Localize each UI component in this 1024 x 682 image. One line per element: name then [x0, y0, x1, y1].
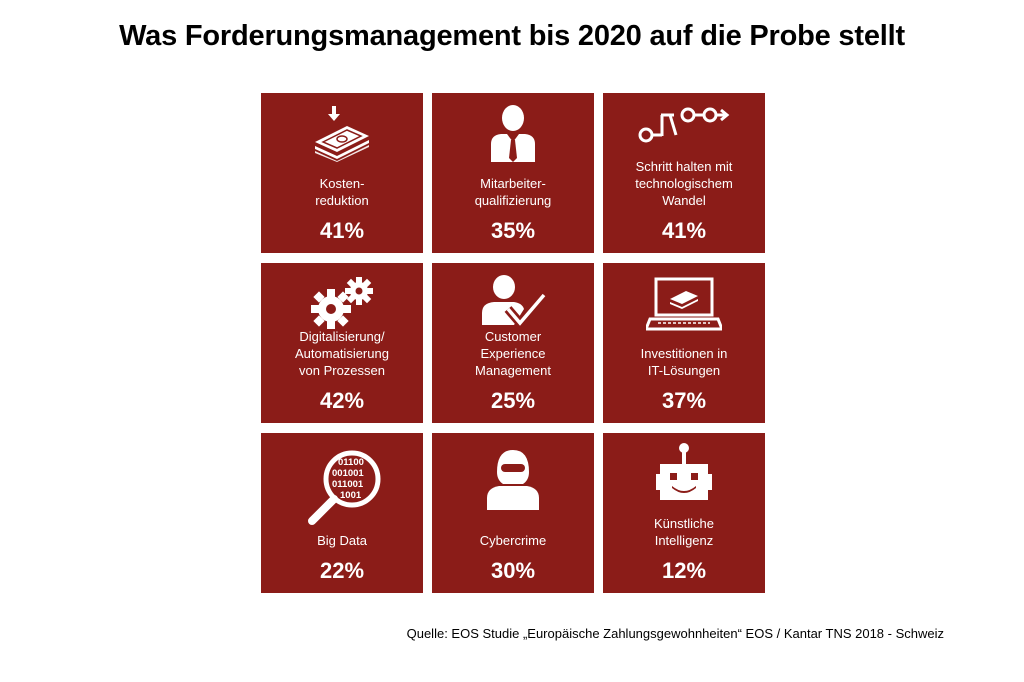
tile-mitarbeiterqualifizierung: Mitarbeiter- qualifizierung 35% [432, 93, 594, 253]
tile-customer-experience: Customer Experience Management 25% [432, 263, 594, 423]
page-title: Was Forderungsmanagement bis 2020 auf di… [119, 20, 905, 52]
tile-label: Investitionen in IT-Lösungen [640, 346, 728, 378]
tile-percentage: 22% [319, 558, 365, 583]
tile-label: Mitarbeiter- qualifizierung [474, 176, 552, 208]
customer-check-icon [432, 263, 594, 343]
tile-big-data: 01100 001001 011001 1001 Big Data 22% [261, 433, 423, 593]
tile-label: Cybercrime [479, 533, 547, 548]
tile-label: Customer Experience Management [475, 329, 551, 378]
hooded-hacker-icon [432, 433, 594, 523]
tile-percentage: 30% [490, 558, 536, 583]
tile-grid: Kosten- reduktion 41% Mitarbeiter- quali… [261, 93, 765, 593]
tile-percentage: 37% [661, 388, 707, 413]
tile-percentage: 25% [490, 388, 536, 413]
magnifier-binary-icon: 01100 001001 011001 1001 [261, 433, 423, 533]
money-stack-icon [261, 93, 423, 173]
tile-label: Künstliche Intelligenz [654, 516, 714, 548]
tile-percentage: 12% [661, 558, 707, 583]
binary-line-2: 001001 [332, 468, 364, 479]
tile-percentage: 35% [490, 218, 536, 243]
employee-icon [432, 93, 594, 173]
binary-line-3: 011001 [332, 479, 364, 490]
tile-it-investitionen: Investitionen in IT-Lösungen 37% [603, 263, 765, 423]
tile-digitalisierung: Digitalisierung/ Automatisierung von Pro… [261, 263, 423, 423]
laptop-money-icon [603, 263, 765, 343]
tile-label: Schritt halten mit technologischem Wande… [635, 159, 733, 208]
tile-percentage: 41% [661, 218, 707, 243]
tile-percentage: 42% [319, 388, 365, 413]
circuit-arrow-icon [603, 93, 765, 153]
binary-line-4: 1001 [340, 490, 362, 501]
tile-kostenreduktion: Kosten- reduktion 41% [261, 93, 423, 253]
source-note: Quelle: EOS Studie „Europäische Zahlungs… [406, 626, 944, 641]
tile-technologischer-wandel: Schritt halten mit technologischem Wande… [603, 93, 765, 253]
tile-label: Big Data [317, 533, 367, 548]
tile-label: Kosten- reduktion [315, 176, 369, 208]
tile-label: Digitalisierung/ Automatisierung von Pro… [295, 329, 389, 378]
gears-icon [261, 263, 423, 343]
robot-icon [603, 433, 765, 513]
tile-kuenstliche-intelligenz: Künstliche Intelligenz 12% [603, 433, 765, 593]
tile-percentage: 41% [319, 218, 365, 243]
binary-line-1: 01100 [338, 457, 364, 468]
tile-cybercrime: Cybercrime 30% [432, 433, 594, 593]
